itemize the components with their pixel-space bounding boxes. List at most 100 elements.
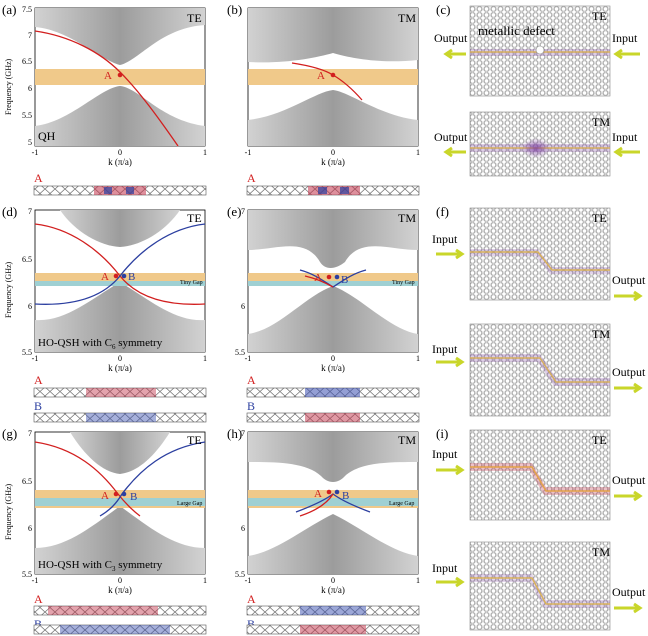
panel-e: (e) A B Tiny Gap TM 7 6 5.5 -1 0 1 k (π/… xyxy=(227,204,420,423)
panel-a-ytick: 7.5 xyxy=(22,5,32,14)
panel-h-gap-label: Large Gap xyxy=(389,501,414,507)
panel-a-yticks: 7.5 7 6.5 6 5.5 5 xyxy=(22,5,32,147)
panel-i-te-output-arrow xyxy=(614,490,643,502)
panel-i-te-path xyxy=(470,466,610,492)
panel-f-tm-field xyxy=(470,354,610,386)
panel-b: (b) A TM -1 0 1 k (π/a) A xyxy=(227,2,420,196)
panel-d-label: (d) xyxy=(2,204,17,219)
panel-a-field-blue xyxy=(104,187,112,194)
panel-c-te-input: Input xyxy=(612,31,638,45)
panel-d-ribbon-b-label: B xyxy=(34,399,42,413)
panel-g-xticks: -1 0 1 xyxy=(32,576,207,585)
panel-a-xtick: 0 xyxy=(118,148,122,157)
panel-d-yticks: 7 6.5 6 5.5 xyxy=(22,207,32,357)
panel-h-ytick: 6 xyxy=(241,524,245,533)
panel-i-tm-lattice xyxy=(469,541,611,631)
panel-a-ribbon-label: A xyxy=(34,171,43,185)
panel-g-ytick: 6.5 xyxy=(22,477,32,486)
panel-e-ribbon-a-field xyxy=(305,388,360,397)
panel-g-point-b-label: B xyxy=(130,491,137,503)
panel-d-ribbon-a-label: A xyxy=(34,373,43,387)
panel-g-xlabel: k (π/a) xyxy=(108,585,132,595)
panel-e-gap-label: Tiny Gap xyxy=(392,280,415,286)
panel-f-tm-output: Output xyxy=(612,365,646,379)
panel-g-ribbon-b-label: B xyxy=(34,617,42,631)
panel-a-upper-band xyxy=(35,8,205,65)
panel-f-te-title: TE xyxy=(592,211,607,225)
panel-h-ribbon-b-field xyxy=(300,625,366,634)
panel-a-xtick: 1 xyxy=(203,148,207,157)
panel-h-point-b-label: B xyxy=(342,490,349,502)
panel-d: (d) A B Tiny Gap TE HO-QSH with C6 symme… xyxy=(2,204,207,423)
panel-e-point-b-label: B xyxy=(341,274,348,286)
panel-a-edge-state xyxy=(34,30,179,147)
panel-g-gap-teal xyxy=(35,498,205,506)
panel-a-field-blue xyxy=(126,187,134,194)
panel-b-xlabel: k (π/a) xyxy=(321,157,345,167)
panel-i-te-output: Output xyxy=(612,473,646,487)
panel-h-mode: TM xyxy=(398,433,416,447)
panel-e-xtick: 0 xyxy=(331,354,335,363)
panel-g-edge-a xyxy=(34,441,141,517)
panel-g-ytick: 5.5 xyxy=(22,570,32,579)
panel-c-tm-defect-field xyxy=(522,138,550,158)
panel-h-ytick: 5.5 xyxy=(235,570,245,579)
panel-h-ribbon-a-field xyxy=(300,606,366,615)
panel-i-tm-input-arrow xyxy=(436,576,465,588)
panel-i-tm-title: TM xyxy=(592,545,610,559)
panel-c-te-title: TE xyxy=(592,9,607,23)
panel-g-point-a xyxy=(113,491,119,497)
panel-d-edge-b xyxy=(34,223,206,305)
panel-e-upper-band xyxy=(248,210,418,268)
panel-f-te-input-arrow xyxy=(436,248,465,260)
panel-c-te-output: Output xyxy=(434,31,468,45)
panel-g-xtick: -1 xyxy=(32,576,39,585)
panel-c-tm-input-arrow xyxy=(613,146,640,158)
panel-a-xlabel: k (π/a) xyxy=(108,157,132,167)
panel-e-xlabel: k (π/a) xyxy=(321,363,345,373)
panel-i-tm-path xyxy=(470,577,610,605)
panel-a-mode: TE xyxy=(187,11,202,25)
panel-d-upper-band xyxy=(60,210,180,247)
panel-d-point-a xyxy=(113,273,119,279)
panel-e-xtick: 1 xyxy=(416,354,420,363)
panel-e-lower-band xyxy=(248,286,418,352)
panel-h-lower-band xyxy=(248,514,418,574)
panel-d-note: HO-QSH with C6 symmetry xyxy=(38,337,163,351)
panel-g-xtick: 0 xyxy=(118,576,122,585)
panel-d-ytick: 6.5 xyxy=(22,255,32,264)
panel-c-label: (c) xyxy=(436,2,450,17)
panel-f-tm-input-arrow xyxy=(436,356,465,368)
panel-c-tm-input: Input xyxy=(612,130,638,144)
panel-a-ytick: 5.5 xyxy=(22,111,32,120)
panel-a-lower-band xyxy=(35,86,205,146)
panel-d-gap-label: Tiny Gap xyxy=(180,280,203,286)
panel-a-ytick: 6 xyxy=(28,84,32,93)
panel-a-ytick: 5 xyxy=(28,138,32,147)
panel-d-ribbon-a-field xyxy=(86,388,156,397)
panel-e-point-b xyxy=(334,274,340,280)
panel-b-xticks: -1 0 1 xyxy=(245,148,420,157)
panel-d-ytick: 6 xyxy=(28,302,32,311)
panel-b-xtick: 0 xyxy=(331,148,335,157)
panel-g-gap-label: Large Gap xyxy=(177,501,202,507)
panel-c-defect-label: metallic defect xyxy=(478,23,555,38)
panel-g-ytick: 6 xyxy=(28,524,32,533)
panel-a-point-a-label: A xyxy=(104,70,112,82)
panel-e-mode: TM xyxy=(398,211,416,225)
panel-e-point-a xyxy=(326,274,332,280)
panel-c-tm-output: Output xyxy=(434,130,468,144)
panel-g-ribbon-b-field xyxy=(60,625,170,634)
panel-h-point-a xyxy=(326,489,332,495)
panel-a-label: (a) xyxy=(2,2,16,17)
panel-d-ribbon-b xyxy=(33,412,207,423)
panel-c-te-output-arrow xyxy=(443,48,466,60)
panel-d-point-b xyxy=(121,273,127,279)
panel-a-point-a xyxy=(117,72,123,78)
panel-c: (c) TE metallic defect Output Input TM O… xyxy=(434,2,640,177)
panel-f-te-output-arrow xyxy=(614,290,643,302)
panel-f-te-path xyxy=(470,251,610,271)
panel-f-tm-path xyxy=(470,357,610,383)
panel-h-ytick: 7 xyxy=(241,429,245,438)
